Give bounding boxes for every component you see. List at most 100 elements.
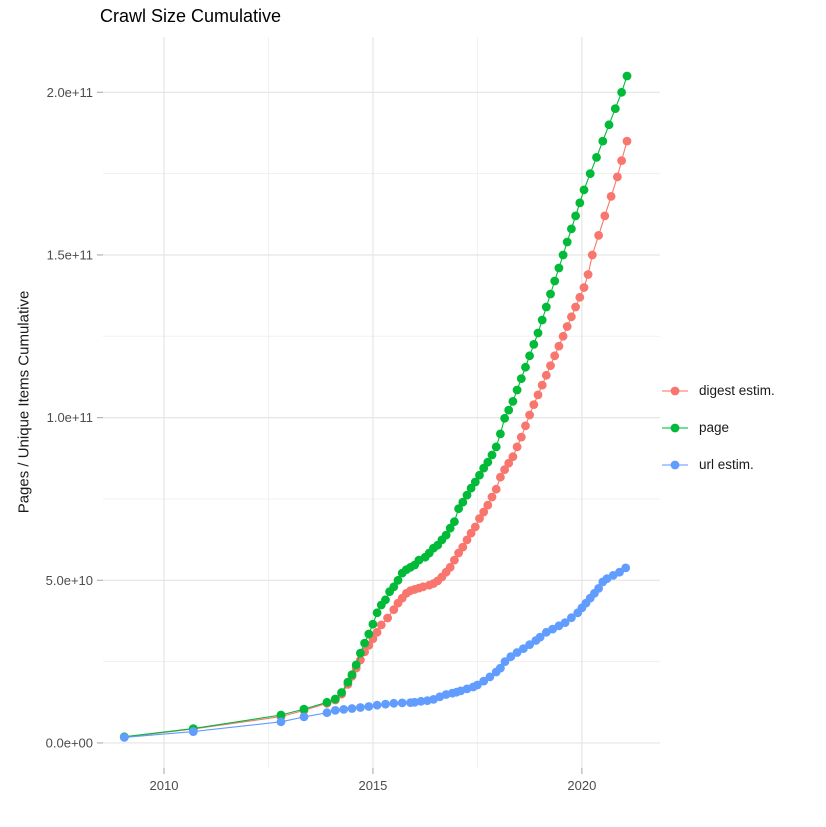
data-point (622, 71, 632, 81)
data-point (389, 582, 399, 592)
data-point (604, 120, 614, 130)
data-point (450, 517, 459, 527)
data-point (567, 224, 576, 234)
data-point (571, 211, 580, 221)
data-point (119, 733, 129, 742)
data-point (617, 156, 626, 166)
data-point (376, 620, 386, 630)
data-point (554, 263, 564, 273)
legend-key-icon (662, 386, 688, 395)
data-point (487, 450, 497, 460)
data-point (496, 429, 505, 439)
data-point (613, 172, 622, 182)
data-point (583, 270, 593, 279)
data-point (575, 292, 585, 302)
data-point (445, 562, 455, 572)
data-point (479, 676, 489, 686)
legend-label: digest estim. (699, 383, 775, 398)
data-point (479, 507, 489, 517)
data-point (483, 500, 493, 510)
data-point (360, 638, 369, 648)
data-point (389, 698, 399, 708)
data-point (585, 169, 595, 179)
data-point (587, 250, 597, 260)
data-point (537, 315, 547, 325)
data-point (567, 613, 576, 623)
data-point (606, 192, 616, 201)
data-point (546, 289, 555, 299)
data-point (473, 680, 482, 690)
data-point (508, 452, 518, 462)
data-point (470, 522, 480, 532)
data-point (571, 302, 580, 312)
data-point (330, 706, 340, 715)
data-point (610, 104, 620, 113)
data-point (537, 380, 547, 390)
data-point (299, 704, 309, 714)
data-point (389, 605, 399, 614)
y-tick-label: 2.0e+11 (47, 85, 93, 100)
data-point (441, 530, 451, 540)
series-line-digest-estim- (124, 140, 628, 738)
data-point (372, 608, 382, 618)
data-point (381, 699, 390, 709)
data-point (458, 542, 468, 552)
data-point (560, 618, 570, 627)
legend-label: page (699, 420, 730, 435)
data-point (529, 400, 539, 409)
data-point (466, 528, 476, 538)
data-point (330, 694, 340, 704)
data-point (575, 198, 585, 208)
data-point (462, 535, 472, 545)
x-tick-label: 2020 (567, 778, 596, 793)
data-point (276, 717, 286, 727)
chart-title: Crawl Size Cumulative (100, 6, 282, 26)
y-tick-label: 1.5e+11 (47, 247, 93, 262)
data-point (322, 708, 332, 718)
data-point (521, 421, 530, 431)
data-point (533, 390, 543, 400)
data-point (485, 672, 495, 682)
data-point (475, 514, 484, 523)
data-point (516, 432, 526, 442)
data-point (504, 405, 514, 415)
data-point (541, 302, 551, 312)
data-point (500, 413, 509, 423)
data-point (558, 331, 568, 341)
data-point (450, 555, 459, 565)
legend-key-icon (662, 460, 688, 469)
data-point (598, 136, 608, 146)
data-point (454, 504, 463, 514)
data-point (506, 652, 516, 662)
data-point (483, 457, 493, 467)
legend-label: url estim. (699, 457, 754, 472)
data-point (508, 397, 518, 406)
data-point (397, 698, 407, 708)
data-point (622, 136, 632, 146)
data-point (381, 595, 390, 605)
data-point (276, 710, 286, 720)
data-point (512, 442, 522, 452)
data-point (393, 575, 403, 585)
data-point (579, 283, 589, 292)
data-point (558, 250, 568, 260)
data-point (356, 648, 365, 658)
data-point (347, 670, 357, 679)
data-point (533, 328, 543, 338)
data-point (188, 727, 198, 736)
data-point (337, 688, 346, 697)
data-point (567, 312, 576, 322)
data-point (462, 490, 472, 500)
data-point (466, 483, 476, 493)
data-point (617, 87, 626, 97)
legend-entry: url estim. (660, 446, 775, 483)
y-tick-label: 0.0e+00 (46, 735, 93, 750)
data-point (592, 153, 601, 162)
legend-key-icon (662, 423, 688, 432)
series-line-url-estim- (124, 567, 627, 738)
data-point (529, 340, 539, 349)
data-point (535, 632, 545, 642)
data-point (579, 185, 589, 195)
x-tick-label: 2010 (150, 778, 179, 793)
